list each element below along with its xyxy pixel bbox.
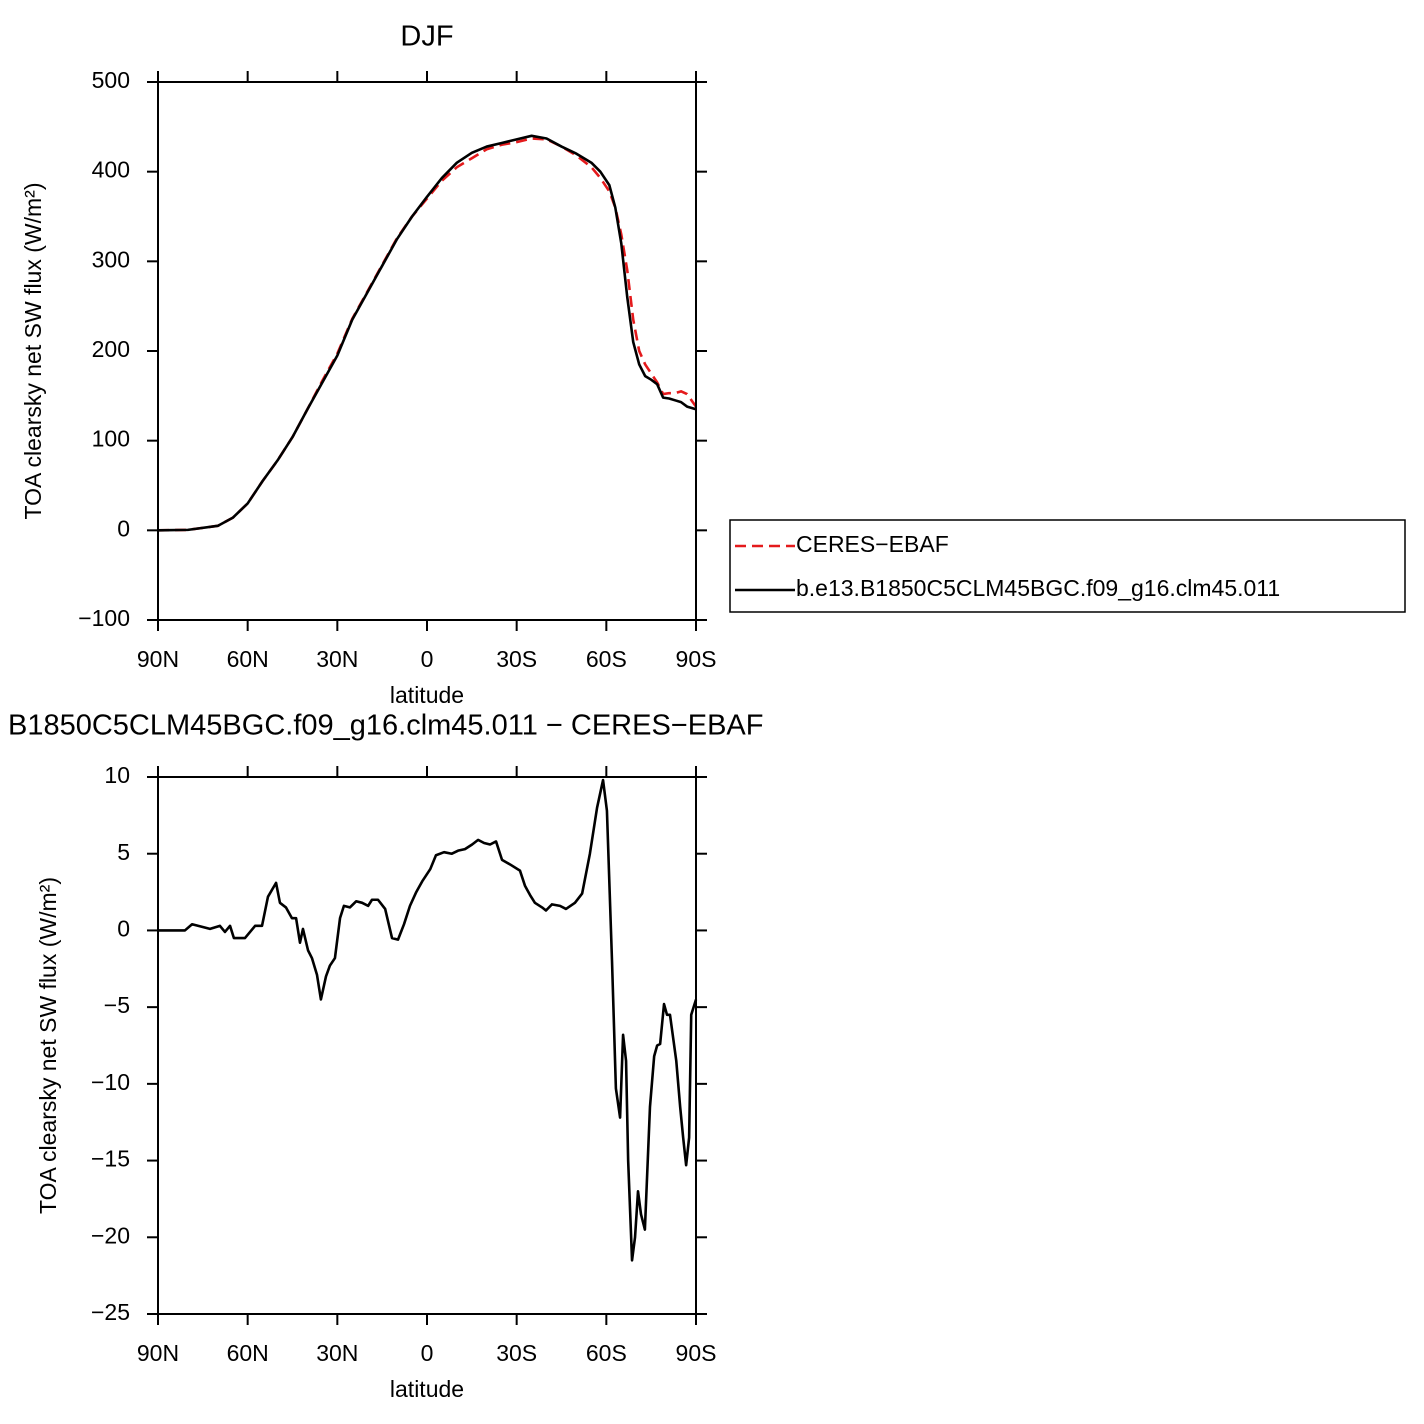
- y-tick-label: 0: [117, 916, 130, 942]
- y-tick-label: 300: [92, 246, 130, 272]
- y-axis-label: TOA clearsky net SW flux (W/m²): [35, 877, 61, 1214]
- legend-box: [729, 519, 1406, 613]
- y-tick-label: −100: [78, 605, 130, 631]
- x-tick-label: 30S: [496, 646, 537, 672]
- data-line: [157, 134, 697, 532]
- y-tick-label: 500: [92, 67, 130, 93]
- x-tick-label: 0: [421, 1340, 434, 1366]
- y-tick-label: −25: [91, 1299, 130, 1325]
- legend-label: CERES−EBAF: [796, 531, 949, 557]
- y-tick-label: 200: [92, 336, 130, 362]
- y-tick-label: 400: [92, 157, 130, 183]
- data-line: [157, 137, 698, 532]
- x-axis-label: latitude: [390, 1376, 464, 1402]
- legend-label: b.e13.B1850C5CLM45BGC.f09_g16.clm45.011: [796, 575, 1280, 601]
- x-tick-label: 60N: [227, 1340, 269, 1366]
- chart-title: B1850C5CLM45BGC.f09_g16.clm45.011 − CERE…: [8, 710, 764, 742]
- y-axis-label: TOA clearsky net SW flux (W/m²): [20, 183, 46, 520]
- y-tick-label: 100: [92, 426, 130, 452]
- x-tick-label: 60S: [586, 1340, 627, 1366]
- x-tick-label: 90S: [676, 646, 717, 672]
- y-tick-label: −5: [104, 992, 130, 1018]
- y-tick-label: −20: [91, 1222, 130, 1248]
- y-tick-label: −15: [91, 1146, 130, 1172]
- y-tick-label: 5: [117, 839, 130, 865]
- plot-frame: [157, 81, 697, 621]
- x-tick-label: 30S: [496, 1340, 537, 1366]
- chart-title: DJF: [400, 21, 453, 53]
- x-axis-label: latitude: [390, 682, 464, 708]
- x-tick-label: 0: [421, 646, 434, 672]
- data-line: [158, 778, 698, 1262]
- plot-frame: [157, 776, 697, 1315]
- x-tick-label: 30N: [316, 1340, 358, 1366]
- x-tick-label: 60S: [586, 646, 627, 672]
- x-tick-label: 90S: [676, 1340, 717, 1366]
- x-tick-label: 90N: [137, 1340, 179, 1366]
- x-tick-label: 30N: [316, 646, 358, 672]
- y-tick-label: −10: [91, 1069, 130, 1095]
- x-tick-label: 60N: [227, 646, 269, 672]
- y-tick-label: 10: [104, 762, 130, 788]
- x-tick-label: 90N: [137, 646, 179, 672]
- y-tick-label: 0: [117, 515, 130, 541]
